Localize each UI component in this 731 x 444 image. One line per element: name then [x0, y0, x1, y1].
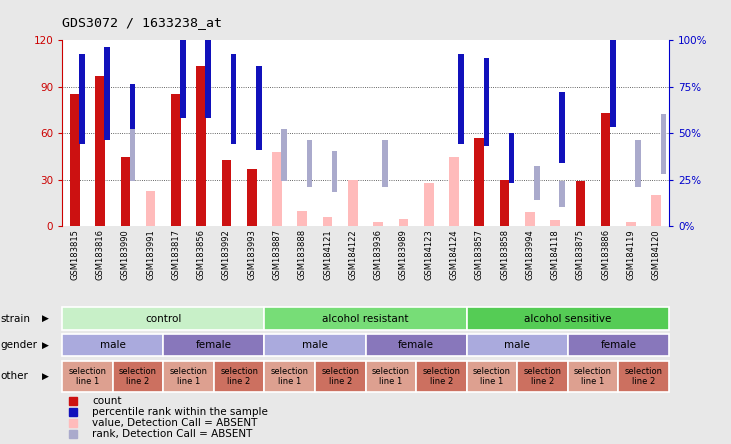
- Text: ▶: ▶: [42, 341, 49, 350]
- Bar: [466, 307, 669, 330]
- Bar: [163, 334, 265, 357]
- Bar: [70, 94, 80, 226]
- Text: selection
line 1: selection line 1: [270, 367, 308, 386]
- Bar: [534, 166, 539, 200]
- Bar: [466, 361, 518, 392]
- Bar: [62, 307, 265, 330]
- Bar: [610, 21, 616, 127]
- Text: GDS3072 / 1633238_at: GDS3072 / 1633238_at: [62, 16, 222, 29]
- Text: selection
line 1: selection line 1: [170, 367, 208, 386]
- Bar: [635, 140, 641, 187]
- Bar: [306, 140, 312, 187]
- Bar: [171, 94, 181, 226]
- Bar: [651, 195, 661, 226]
- Bar: [256, 66, 262, 150]
- Text: gender: gender: [1, 340, 38, 350]
- Bar: [601, 113, 610, 226]
- Bar: [62, 334, 163, 357]
- Bar: [626, 222, 636, 226]
- Text: count: count: [92, 396, 122, 406]
- Bar: [424, 183, 433, 226]
- Bar: [265, 307, 466, 330]
- Bar: [121, 157, 130, 226]
- Bar: [449, 157, 459, 226]
- Text: selection
line 1: selection line 1: [372, 367, 410, 386]
- Text: other: other: [1, 371, 29, 381]
- Bar: [568, 334, 669, 357]
- Bar: [323, 217, 333, 226]
- Bar: [382, 140, 388, 187]
- Bar: [518, 361, 568, 392]
- Bar: [500, 180, 510, 226]
- Bar: [105, 47, 110, 140]
- Bar: [458, 55, 464, 144]
- Text: selection
line 1: selection line 1: [69, 367, 107, 386]
- Bar: [474, 138, 484, 226]
- Bar: [550, 220, 560, 226]
- Bar: [618, 361, 669, 392]
- Text: selection
line 1: selection line 1: [574, 367, 612, 386]
- Bar: [113, 361, 163, 392]
- Bar: [298, 211, 307, 226]
- Bar: [568, 361, 618, 392]
- Text: ▶: ▶: [42, 314, 49, 323]
- Bar: [231, 55, 236, 144]
- Text: male: male: [302, 340, 328, 350]
- Bar: [205, 2, 211, 118]
- Bar: [281, 129, 287, 181]
- Text: selection
line 1: selection line 1: [473, 367, 511, 386]
- Text: male: male: [99, 340, 126, 350]
- Text: selection
line 2: selection line 2: [624, 367, 662, 386]
- Bar: [62, 361, 113, 392]
- Bar: [366, 334, 466, 357]
- Text: strain: strain: [1, 313, 31, 324]
- Bar: [525, 213, 534, 226]
- Text: selection
line 2: selection line 2: [523, 367, 561, 386]
- Text: male: male: [504, 340, 530, 350]
- Bar: [265, 334, 366, 357]
- Text: female: female: [196, 340, 232, 350]
- Bar: [661, 114, 666, 174]
- Bar: [145, 191, 156, 226]
- Bar: [559, 92, 565, 163]
- Text: alcohol sensitive: alcohol sensitive: [524, 313, 611, 324]
- Bar: [181, 2, 186, 118]
- Bar: [95, 75, 105, 226]
- Bar: [509, 133, 515, 183]
- Text: control: control: [145, 313, 181, 324]
- Bar: [366, 361, 416, 392]
- Bar: [484, 58, 489, 146]
- Text: percentile rank within the sample: percentile rank within the sample: [92, 407, 268, 417]
- Bar: [398, 219, 408, 226]
- Text: selection
line 2: selection line 2: [321, 367, 359, 386]
- Text: female: female: [398, 340, 434, 350]
- Text: alcohol resistant: alcohol resistant: [322, 313, 409, 324]
- Bar: [575, 182, 586, 226]
- Text: rank, Detection Call = ABSENT: rank, Detection Call = ABSENT: [92, 429, 253, 439]
- Text: selection
line 2: selection line 2: [423, 367, 461, 386]
- Text: selection
line 2: selection line 2: [119, 367, 157, 386]
- Bar: [416, 361, 466, 392]
- Bar: [213, 361, 265, 392]
- Bar: [466, 334, 568, 357]
- Bar: [265, 361, 315, 392]
- Bar: [197, 66, 206, 226]
- Bar: [247, 169, 257, 226]
- Bar: [559, 181, 565, 207]
- Bar: [272, 152, 282, 226]
- Bar: [332, 151, 338, 192]
- Bar: [129, 84, 135, 159]
- Bar: [315, 361, 366, 392]
- Bar: [348, 180, 357, 226]
- Text: selection
line 2: selection line 2: [220, 367, 258, 386]
- Bar: [79, 55, 85, 144]
- Bar: [129, 129, 135, 181]
- Text: female: female: [600, 340, 636, 350]
- Text: ▶: ▶: [42, 372, 49, 381]
- Bar: [221, 160, 231, 226]
- Text: value, Detection Call = ABSENT: value, Detection Call = ABSENT: [92, 418, 258, 428]
- Bar: [163, 361, 213, 392]
- Bar: [374, 222, 383, 226]
